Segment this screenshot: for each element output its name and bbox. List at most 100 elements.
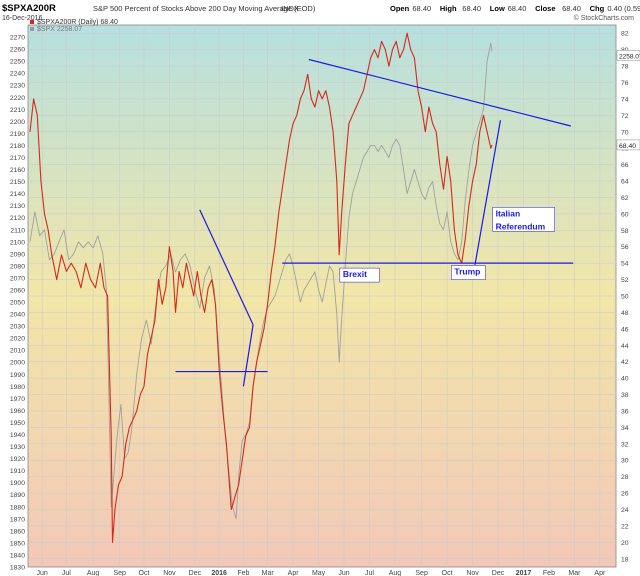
left-tick-label: 2160 — [10, 167, 25, 174]
left-tick-label: 1950 — [10, 420, 25, 427]
left-tick-label: 2110 — [10, 227, 25, 234]
right-tick-label: 30 — [621, 458, 629, 465]
ohlc-readout: Open 68.40 High 68.40 Low 68.40 Close 68.40 Chg 0… — [390, 4, 640, 13]
right-tick-label: 74 — [621, 96, 629, 103]
right-tick-label: 52 — [621, 277, 629, 284]
right-tick-label: 60 — [621, 211, 629, 218]
left-tick-label: 2260 — [10, 47, 25, 54]
right-tick-label: 26 — [621, 491, 629, 498]
trendline — [199, 209, 254, 325]
left-tick-label: 2120 — [10, 215, 25, 222]
right-tick-label: 58 — [621, 228, 629, 235]
x-tick-label: Dec — [189, 570, 202, 576]
series-line-spxa200r — [29, 32, 493, 543]
left-tick-label: 1970 — [10, 396, 25, 403]
spx-tag: 2258.07 — [619, 53, 640, 60]
x-tick-label: Feb — [237, 570, 249, 576]
ohlc-label: Close — [535, 4, 555, 13]
left-tick-label: 2270 — [10, 35, 25, 42]
right-tick-label: 50 — [621, 294, 629, 301]
x-tick-label: May — [312, 570, 326, 576]
right-tick-label: 40 — [621, 376, 629, 383]
copyright-label: © StockCharts.com — [574, 14, 635, 22]
trendline — [308, 58, 571, 127]
last-value-tags: 68.40 2258.07 — [616, 50, 640, 151]
x-tick-label: Nov — [466, 570, 479, 576]
x-tick-label: Sep — [415, 570, 428, 576]
last-value-tag-box — [616, 139, 640, 151]
left-tick-label: 2170 — [10, 155, 25, 162]
ohlc-label: Open — [390, 4, 410, 13]
annotation-box — [492, 207, 555, 232]
right-tick-label: 78 — [621, 64, 629, 71]
right-tick-label: 34 — [621, 425, 629, 432]
left-tick-label: 1890 — [10, 492, 25, 499]
left-tick-label: 2090 — [10, 251, 25, 258]
right-tick-label: 42 — [621, 359, 629, 366]
left-tick-label: 2070 — [10, 275, 25, 282]
right-tick-label: 66 — [621, 162, 629, 169]
x-tick-label: Apr — [288, 570, 300, 576]
annotation-label: Italian — [496, 208, 521, 218]
left-tick-label: 2180 — [10, 143, 25, 150]
right-tick-label: 48 — [621, 310, 629, 317]
right-tick-label: 24 — [621, 507, 629, 514]
exchange-label: INDX — [281, 4, 299, 13]
left-tick-label: 2220 — [10, 95, 25, 102]
left-tick-label: 2030 — [10, 324, 25, 331]
legend-primary: $SPXA200R (Daily) 68.40 — [37, 19, 118, 26]
annotation-box — [339, 267, 380, 283]
ohlc-value: 0.40 (0.59%) — [607, 4, 640, 13]
left-tick-label: 1830 — [10, 565, 25, 572]
trendline-layer — [175, 58, 574, 387]
left-tick-label: 2240 — [10, 71, 25, 78]
right-tick-label: 54 — [621, 261, 629, 268]
right-tick-label: 64 — [621, 179, 629, 186]
x-tick-label: Jun — [338, 570, 349, 576]
x-tick-label: Jul — [365, 570, 374, 576]
ohlc-label: Low — [490, 4, 505, 13]
right-tick-label: 32 — [621, 441, 629, 448]
x-axis: Jun Jul Aug Sep Oct Nov Dec 2016 Feb Mar Apr May Jun… — [36, 570, 606, 576]
x-tick-label: Oct — [139, 570, 150, 576]
right-tick-label: 18 — [621, 556, 629, 563]
ohlc-label: Chg — [590, 4, 605, 13]
annotation-layer: Brexit Trump Italian Referendum — [339, 207, 555, 283]
ohlc-value: 68.40 — [412, 4, 431, 13]
left-tick-label: 1880 — [10, 504, 25, 511]
x-tick-label: Sep — [113, 570, 126, 576]
x-tick-label: Feb — [543, 570, 555, 576]
right-tick-label: 38 — [621, 392, 629, 399]
trendline — [474, 120, 502, 265]
x-tick-label: Jun — [36, 570, 47, 576]
left-tick-label: 1910 — [10, 468, 25, 475]
left-tick-label: 2200 — [10, 119, 25, 126]
annotation-label: Referendum — [496, 221, 546, 231]
annotation-label: Brexit — [343, 269, 367, 279]
left-tick-label: 2060 — [10, 287, 25, 294]
left-tick-label: 2000 — [10, 360, 25, 367]
right-tick-label: 70 — [621, 129, 629, 136]
spx-tag-box — [616, 50, 640, 61]
right-tick-label: 72 — [621, 113, 629, 120]
left-tick-label: 2040 — [10, 312, 25, 319]
left-tick-label: 1960 — [10, 408, 25, 415]
left-tick-label: 2250 — [10, 59, 25, 66]
right-tick-label: 76 — [621, 80, 629, 87]
x-tick-label: Aug — [87, 570, 100, 576]
left-tick-label: 1850 — [10, 540, 25, 547]
left-tick-label: 1930 — [10, 444, 25, 451]
x-tick-label: Aug — [389, 570, 402, 576]
x-tick-label: Apr — [594, 570, 606, 576]
x-tick-label: Nov — [163, 570, 176, 576]
ohlc-value: 68.40 — [508, 4, 527, 13]
left-tick-label: 2140 — [10, 191, 25, 198]
right-tick-label: 22 — [621, 523, 629, 530]
left-tick-label: 2020 — [10, 336, 25, 343]
x-tick-label: 2017 — [516, 570, 532, 576]
legend-swatch-primary — [30, 20, 34, 24]
right-tick-label: 82 — [621, 31, 629, 38]
left-tick-label: 1860 — [10, 528, 25, 535]
x-tick-label: Oct — [442, 570, 453, 576]
